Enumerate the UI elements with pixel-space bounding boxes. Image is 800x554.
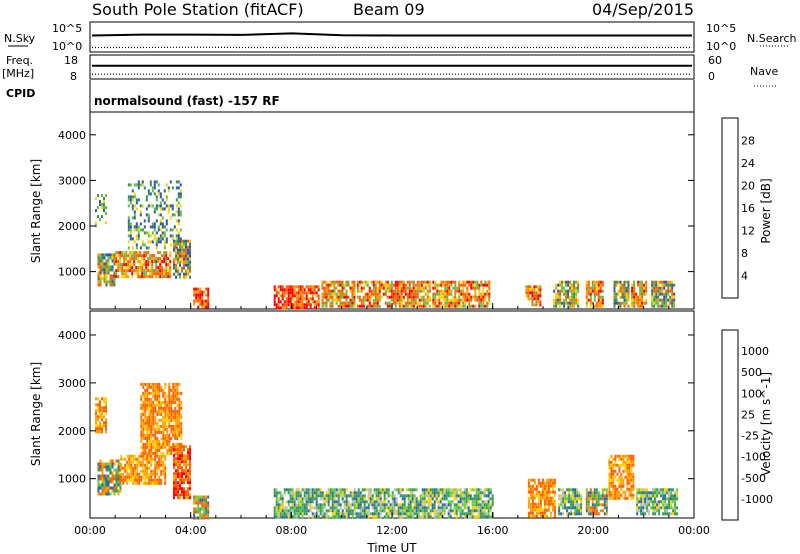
x-tick-label-6: 00:00 [678, 524, 710, 537]
velocity-echo-region-0 [95, 397, 107, 434]
x-axis-label: Time UT [366, 541, 417, 554]
velocity-echo-region-1 [97, 459, 122, 496]
velocity-echo-region-3 [140, 382, 183, 455]
velocity-ytick-label-0: 1000 [58, 473, 86, 486]
power-echo-region-9 [432, 280, 491, 308]
freq-ytick-top: 18 [64, 54, 78, 67]
velocity-echo-region-10 [608, 454, 635, 500]
power-colorbar-tick-2: 12 [741, 225, 755, 238]
velocity-ytick-label-1: 2000 [58, 425, 86, 438]
velocity-colorbar-tick-3: 25 [741, 408, 755, 421]
velocity-echo-region-2 [120, 454, 167, 485]
power-echo-region-1 [97, 253, 116, 287]
power-ylabel: Slant Range [km] [29, 159, 43, 263]
power-echo-region-15 [651, 280, 676, 308]
velocity-colorbar-tick-5: -100 [741, 451, 766, 464]
power-echo-region-4 [173, 239, 191, 279]
mhz-label: [MHz] [2, 67, 34, 80]
velocity-colorbar-tick-7: -1000 [741, 493, 773, 506]
velocity-colorbar-tick-0: 1000 [741, 345, 769, 358]
freq-ytick-bottom: 8 [70, 70, 77, 83]
power-echo-region-3 [127, 180, 182, 250]
date-label: 04/Sep/2015 [592, 0, 694, 19]
velocity-colorbar-tick-6: -500 [741, 472, 766, 485]
x-tick-label-5: 20:00 [577, 524, 609, 537]
power-echo-region-11 [553, 280, 580, 308]
power-echo-region-8 [356, 280, 431, 308]
power-echo-region-14 [631, 280, 648, 308]
velocity-colorbar-label: Velocity [m s^-1] [759, 372, 773, 476]
n-sky-label: N.Sky [4, 32, 36, 45]
x-tick-label-3: 12:00 [376, 524, 408, 537]
power-echo-region-13 [613, 280, 630, 308]
freq-label: Freq. [6, 54, 33, 67]
noise-panel: N.Sky 10^5 10^0 10^5 10^0 N.Search [4, 21, 797, 53]
nave-label: Nave [750, 65, 778, 78]
x-tick-label-2: 08:00 [275, 524, 307, 537]
power-ytick-label-3: 4000 [58, 129, 86, 142]
freq-panel: Freq. [MHz] 18 8 60 0 Nave [2, 54, 778, 87]
power-echo-region-5 [193, 287, 210, 309]
velocity-echo-region-4 [173, 445, 191, 500]
velocity-panel: 1000 2000 3000 4000 Slant Range [km] 00:00 0… [29, 303, 773, 554]
velocity-colorbar-tick-4: -25 [741, 430, 759, 443]
beam-label: Beam 09 [353, 0, 425, 19]
nave-ytick-top: 60 [708, 54, 722, 67]
velocity-ytick-label-2: 3000 [58, 377, 86, 390]
velocity-echo-region-8 [558, 488, 583, 516]
noise-ytick-right-bottom: 10^0 [706, 40, 736, 53]
power-colorbar-tick-3: 16 [741, 202, 755, 215]
power-ytick-label-2: 3000 [58, 174, 86, 187]
power-colorbar-tick-1: 8 [741, 247, 748, 260]
station-title: South Pole Station (fitACF) [92, 0, 304, 19]
power-ytick-label-0: 1000 [58, 266, 86, 279]
power-echo-region-12 [585, 280, 604, 308]
velocity-ytick-label-3: 4000 [58, 329, 86, 342]
noise-panel-line-0 [91, 32, 692, 37]
power-colorbar-tick-5: 24 [741, 157, 755, 170]
power-echo-region-6 [273, 285, 320, 310]
n-search-label: N.Search [747, 32, 797, 45]
power-colorbar-tick-0: 4 [741, 270, 748, 283]
velocity-echo-region-5 [193, 495, 210, 520]
velocity-echo-region-11 [636, 488, 679, 516]
power-echo-region-10 [525, 285, 542, 307]
velocity-ylabel: Slant Range [km] [29, 362, 43, 466]
velocity-echo-region-7 [527, 478, 556, 518]
noise-ytick-bottom: 10^0 [52, 40, 82, 53]
program-name: normalsound (fast) -157 RF [94, 94, 280, 108]
power-colorbar-tick-4: 20 [741, 180, 755, 193]
velocity-colorbar-tick-1: 500 [741, 366, 762, 379]
power-echo-region-7 [321, 280, 356, 308]
power-panel: 1000 2000 3000 4000 Slant Range [km] 4 8 12 16… [29, 111, 773, 310]
nave-ytick-bottom: 0 [708, 70, 715, 83]
power-ytick-label-1: 2000 [58, 220, 86, 233]
x-tick-label-0: 00:00 [74, 524, 106, 537]
x-tick-label-1: 04:00 [175, 524, 207, 537]
noise-ytick-top: 10^5 [52, 22, 82, 35]
power-echo-region-0 [95, 194, 107, 228]
noise-ytick-right-top: 10^5 [706, 22, 736, 35]
power-colorbar-tick-6: 28 [741, 135, 755, 148]
x-tick-label-4: 16:00 [477, 524, 509, 537]
velocity-echo-region-9 [585, 488, 608, 516]
power-echo-region-2 [115, 251, 172, 279]
power-colorbar-label: Power [dB] [759, 178, 773, 243]
cpid-label: CPID [6, 87, 35, 100]
velocity-echo-region-6 [273, 488, 494, 519]
velocity-colorbar-tick-2: 100 [741, 387, 762, 400]
